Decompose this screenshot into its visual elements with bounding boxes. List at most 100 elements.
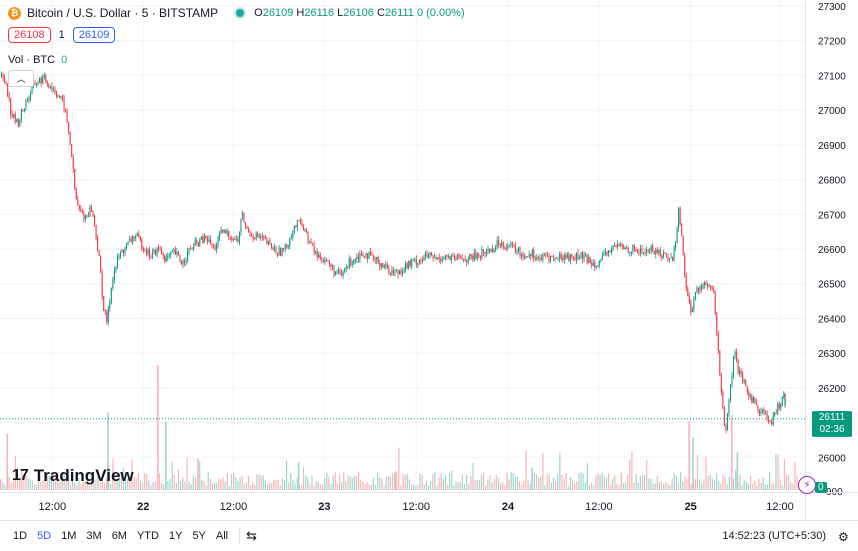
volume-bar (345, 481, 347, 490)
volume-bar (637, 482, 639, 490)
volume-bar (785, 474, 788, 490)
candle-body (761, 409, 764, 411)
candle-body (502, 242, 504, 248)
candle-body (267, 240, 269, 245)
candle-body (385, 264, 387, 267)
volume-bar (463, 484, 466, 490)
candle-body (780, 404, 782, 409)
clock[interactable]: 14:52:23 (UTC+5:30) (722, 530, 826, 542)
candle-body (251, 235, 253, 237)
timeframe-1d[interactable]: 1D (13, 530, 28, 542)
volume-bar (305, 475, 307, 490)
timeframe-3m[interactable]: 3M (86, 530, 102, 542)
candle-body (347, 267, 349, 268)
quote-row: 26108 1 26109 (8, 27, 116, 43)
candle-body (543, 253, 545, 255)
volume-bar (349, 476, 351, 490)
timeframe-1y[interactable]: 1Y (168, 530, 183, 542)
volume-spike (692, 437, 694, 490)
candle-body (510, 243, 512, 246)
candle-body (249, 232, 251, 236)
candle-body (177, 251, 179, 256)
candle-body (617, 244, 619, 247)
candle-body (122, 249, 125, 253)
candle-body (116, 257, 118, 267)
candle-body (414, 259, 416, 261)
candle-body (476, 254, 478, 259)
price-chart[interactable]: 2600026100262002630026400265002660026700… (0, 0, 858, 520)
volume-bar (546, 473, 548, 490)
volume-bar (279, 485, 281, 490)
candle-body (618, 244, 620, 245)
candle-body (610, 249, 613, 253)
volume-bar (42, 479, 44, 490)
volume-bar (728, 476, 730, 490)
candle-body (452, 255, 454, 257)
candle-body (460, 257, 462, 259)
candle-body (0, 74, 3, 76)
volume-label[interactable]: Vol · BTC (8, 54, 56, 66)
candle-body (164, 255, 166, 262)
volume-bar (146, 474, 148, 490)
volume-bar (607, 473, 610, 490)
chart-legend: ₿ Bitcoin / U.S. Dollar · 5 · BITSTAMP O… (8, 6, 465, 20)
calendar-range-icon[interactable]: ⇆ (246, 528, 258, 543)
candle-body (223, 229, 225, 233)
lightning-icon[interactable]: ⚡ (798, 476, 816, 494)
timeframe-6m[interactable]: 6M (111, 530, 127, 542)
timeframe-all[interactable]: All (215, 530, 229, 542)
candle-body (461, 257, 463, 260)
volume-bar (415, 485, 417, 490)
volume-spike (730, 415, 733, 490)
timeframe-5d[interactable]: 5D (37, 530, 52, 542)
candle-body (421, 260, 423, 261)
volume-bar (682, 481, 684, 490)
buy-price-button[interactable]: 26109 (72, 27, 116, 43)
candle-body (403, 269, 405, 272)
candle-body (426, 253, 428, 258)
timeframe-1m[interactable]: 1M (61, 530, 77, 542)
candle-body (562, 258, 564, 260)
candle-body (348, 258, 350, 268)
candle-body (563, 255, 565, 260)
volume-bar (19, 478, 21, 490)
volume-bar (574, 483, 576, 490)
volume-bar (510, 472, 512, 490)
volume-bar (175, 483, 178, 490)
volume-bar (567, 485, 569, 490)
candle-body (691, 309, 693, 312)
volume-bar (336, 483, 339, 490)
volume-bar (86, 474, 89, 490)
gear-icon[interactable]: ⚙ (838, 530, 849, 544)
candle-body (598, 260, 600, 266)
candle-body (437, 257, 439, 259)
candle-body (391, 269, 393, 275)
candle-body (203, 235, 205, 243)
candle-body (357, 256, 359, 260)
candle-body (173, 249, 175, 252)
volume-bar (182, 477, 184, 490)
candle-body (75, 189, 77, 200)
volume-bar (332, 475, 334, 490)
candle-body (360, 253, 362, 255)
candle-body (17, 119, 19, 126)
volume-bar (82, 482, 84, 490)
candle-body (678, 208, 680, 228)
volume-bar (466, 474, 468, 490)
candle-body (39, 77, 41, 83)
candle-body (334, 271, 337, 275)
timeframe-5y[interactable]: 5Y (192, 530, 206, 542)
sell-price-button[interactable]: 26108 (8, 27, 51, 43)
collapse-legend-button[interactable]: ︿ (8, 70, 34, 87)
candle-body (554, 257, 556, 259)
volume-bar (173, 474, 175, 490)
timeframe-ytd[interactable]: YTD (136, 530, 159, 542)
volume-bar (137, 472, 139, 490)
candle-body (685, 276, 687, 288)
candle-body (623, 246, 625, 250)
volume-bar (457, 481, 459, 490)
symbol-title[interactable]: Bitcoin / U.S. Dollar · 5 · BITSTAMP (27, 6, 219, 20)
candle-body (389, 272, 391, 275)
volume-bar (735, 470, 737, 490)
bitcoin-icon: ₿ (8, 6, 21, 20)
